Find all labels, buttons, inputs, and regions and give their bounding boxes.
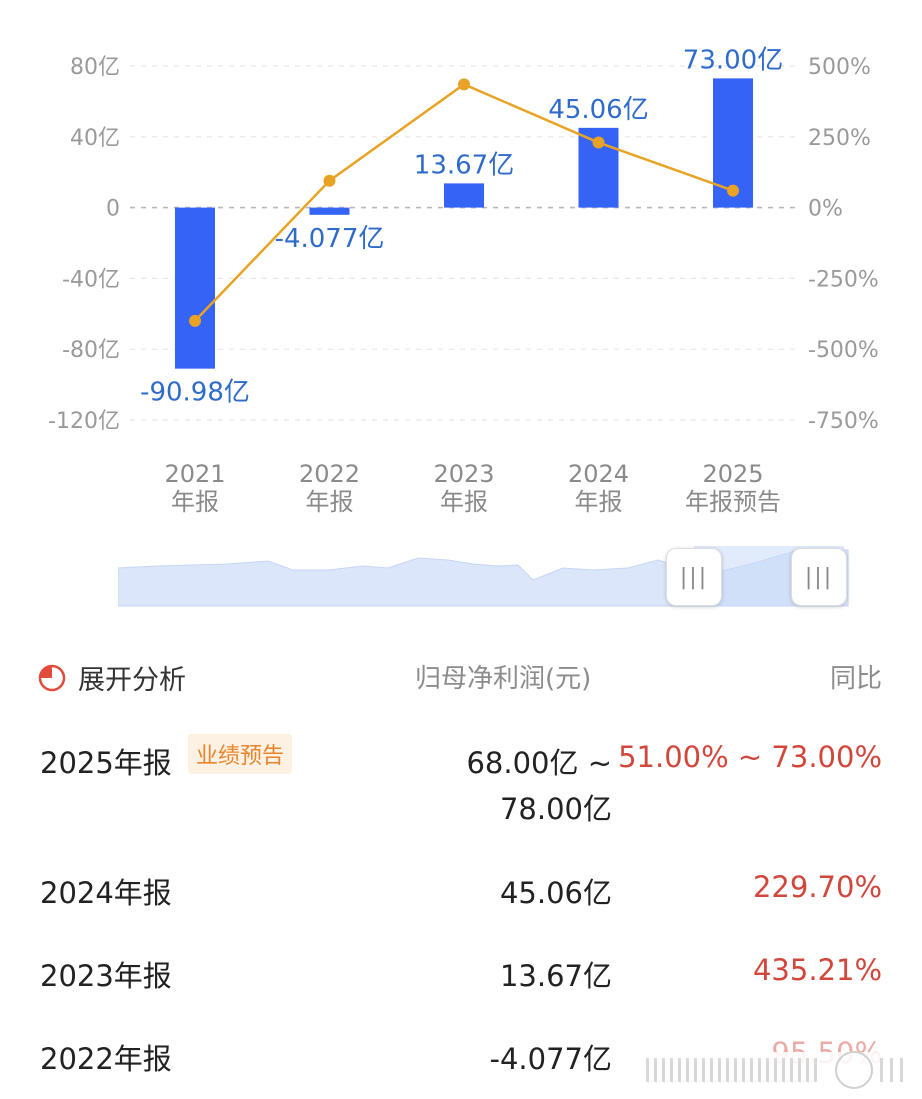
period-label: 2022年报 — [40, 1042, 172, 1076]
net-profit-value: -4.077亿 — [489, 1042, 613, 1076]
yoy-point[interactable] — [592, 136, 605, 149]
category-label: 年报 — [171, 488, 219, 516]
watermark-overlay — [636, 1048, 922, 1092]
bar-data-label: -90.98亿 — [140, 378, 250, 408]
table-row[interactable]: 2024年报 45.06亿 229.70% — [40, 870, 882, 910]
table-header: 展开分析 归母净利润(元) 同比 — [38, 652, 882, 698]
net-profit-value: 13.67亿 — [499, 959, 612, 993]
category-label: 2023 — [433, 460, 494, 488]
pie-chart-icon — [38, 664, 66, 691]
right-tick-label: -500% — [808, 338, 879, 363]
range-navigator[interactable] — [118, 546, 852, 610]
forecast-badge: 业绩预告 — [188, 734, 293, 774]
right-y-axis: 500% 250% 0% -250% -500% -750% — [808, 55, 879, 434]
right-tick-label: 0% — [808, 197, 843, 222]
category-label: 2025 — [702, 460, 763, 488]
bar[interactable] — [444, 183, 484, 208]
yoy-value: 51.00% ~ 73.00% — [618, 740, 882, 774]
category-label: 年报预告 — [685, 488, 781, 516]
yoy-point[interactable] — [458, 78, 470, 91]
right-tick-label: -250% — [808, 267, 879, 292]
period-label: 2024年报 — [40, 876, 172, 910]
yoy-value: 229.70% — [752, 870, 882, 904]
right-tick-label: 500% — [808, 55, 871, 80]
bar[interactable] — [175, 207, 215, 369]
left-tick-label: -80亿 — [62, 338, 120, 363]
left-tick-label: 80亿 — [70, 55, 120, 80]
yoy-value: 435.21% — [752, 953, 882, 987]
bar-series[interactable] — [175, 78, 753, 369]
bar[interactable] — [309, 207, 350, 215]
category-label: 2022 — [299, 460, 360, 488]
expand-analysis-button[interactable]: 展开分析 — [38, 658, 186, 697]
net-profit-value: 45.06亿 — [499, 876, 612, 910]
table-row[interactable]: 2025年报 业绩预告 68.00亿 ~ 78.00亿 51.00% ~ 73.… — [40, 734, 882, 830]
net-profit-value: 68.00亿 ~ — [466, 746, 612, 780]
yoy-line-series[interactable] — [189, 78, 739, 327]
net-profit-chart: 80亿 40亿 0 -40亿 -80亿 -120亿 500% 250% 0% -250% -500… — [48, 45, 879, 516]
category-label: 年报 — [306, 488, 354, 516]
bar-data-label: 13.67亿 — [414, 150, 514, 180]
left-y-axis: 80亿 40亿 0 -40亿 -80亿 -120亿 — [48, 55, 120, 434]
yoy-point[interactable] — [323, 174, 336, 187]
net-profit-value-upper: 78.00亿 — [499, 792, 612, 826]
table-row[interactable]: 2023年报 13.67亿 435.21% — [40, 953, 882, 993]
category-label: 年报 — [575, 488, 623, 516]
grid-lines — [130, 65, 800, 421]
yoy-point[interactable] — [189, 314, 201, 327]
left-tick-label: -40亿 — [62, 267, 120, 292]
bar-data-label: 45.06亿 — [548, 95, 648, 125]
category-label: 2021 — [164, 460, 225, 488]
right-tick-label: -750% — [808, 409, 879, 434]
category-label: 2024 — [568, 460, 629, 488]
period-label: 2023年报 — [40, 959, 172, 993]
left-tick-label: -120亿 — [48, 409, 120, 434]
yoy-column-header: 同比 — [829, 664, 882, 694]
expand-analysis-label: 展开分析 — [78, 665, 186, 696]
navigator-right-handle[interactable]: ||| — [791, 548, 847, 606]
left-tick-label: 40亿 — [70, 126, 120, 151]
period-label: 2025年报 — [40, 746, 172, 780]
category-label: 年报 — [440, 488, 488, 516]
right-tick-label: 250% — [808, 126, 871, 151]
bar-data-label: 73.00亿 — [683, 45, 783, 75]
data-labels: -90.98亿 -4.077亿 13.67亿 45.06亿 73.00亿 — [140, 45, 783, 407]
watermark-graphic — [636, 1051, 922, 1089]
left-tick-label: 0 — [106, 197, 120, 222]
yoy-point[interactable] — [727, 184, 739, 197]
navigator-left-handle[interactable]: ||| — [666, 548, 722, 606]
bar-data-label: -4.077亿 — [275, 224, 385, 254]
value-column-header: 归母净利润(元) — [415, 664, 592, 694]
